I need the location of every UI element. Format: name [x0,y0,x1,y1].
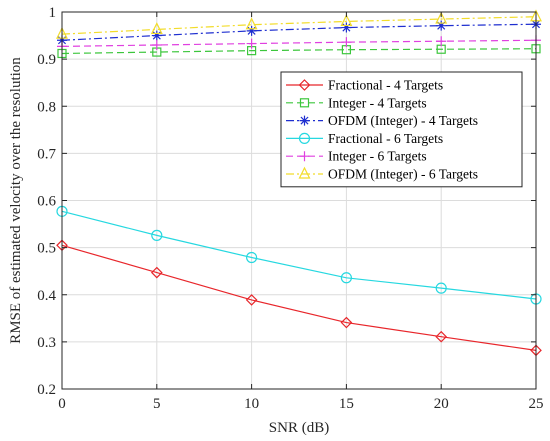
legend-marker [299,115,310,126]
legend-entry: Integer - 6 Targets [286,149,427,164]
y-tick-label: 1 [49,5,57,21]
legend-entry: Fractional - 4 Targets [286,78,443,93]
data-point [435,11,448,24]
data-point [435,330,448,343]
data-point [340,316,353,329]
data-point [340,272,352,284]
data-point [246,251,258,264]
x-tick-label: 10 [244,396,259,412]
x-tick-label: 5 [153,396,161,412]
series-line [61,39,537,48]
legend-marker [298,79,311,91]
legend-box [280,71,523,188]
legend-entry: OFDM (Integer) - 6 Targets [286,167,478,182]
legend-label: Integer - 4 Targets [328,95,427,110]
data-point [340,14,353,27]
y-tick-label: 0.5 [37,241,56,257]
y-tick-label: 0.3 [37,335,56,351]
axis-ticks: 0 5 10 15 20 25 0.2 0.3 0.4 0.5 0.6 0.7 0.8 0.9 1 [37,5,543,412]
data-point [151,39,162,50]
legend-entry: Integer - 4 Targets [286,95,427,110]
x-tick-label: 15 [339,396,354,412]
y-tick-label: 0.7 [37,146,56,162]
data-point [436,20,447,31]
data-point [151,229,163,241]
legend-label: OFDM (Integer) - 6 Targets [328,167,478,182]
legend-label: Fractional - 4 Targets [328,78,443,93]
legend-marker [299,98,310,108]
y-tick-label: 0.2 [37,382,56,398]
data-point [150,266,163,279]
series-line [61,16,537,35]
y-axis-label: RMSE of estimated velocity over the reso… [8,57,24,344]
legend-marker [298,132,311,144]
data-point [151,30,162,41]
series-layer [56,9,542,357]
data-point [246,25,257,36]
data-point [341,22,352,33]
data-point [435,282,447,294]
legend-entry: OFDM (Integer) - 4 Targets [286,113,478,128]
series-line [61,48,537,55]
series-line [61,210,537,300]
data-point [341,37,352,48]
legend-label: Fractional - 6 Targets [328,131,443,146]
legend-entry: Fractional - 6 Targets [286,131,443,146]
series-1 [56,239,542,357]
x-tick-label: 25 [529,396,544,412]
legend: Fractional - 4 Targets Integer - 4 Target… [280,71,523,188]
legend-label: OFDM (Integer) - 4 Targets [328,113,478,128]
data-point [245,17,258,30]
data-point [246,38,257,49]
series-line [61,244,537,351]
x-tick-label: 0 [58,396,66,412]
x-tick-label: 20 [434,396,449,412]
legend-label: Integer - 6 Targets [328,149,427,164]
y-tick-label: 0.4 [37,288,56,304]
data-point [150,22,163,35]
legend-marker [298,166,311,179]
data-point [245,294,258,306]
series-line [61,23,537,41]
y-tick-label: 0.8 [37,99,56,115]
y-tick-label: 0.6 [37,194,56,210]
x-axis-label: SNR (dB) [269,420,329,436]
legend-marker [299,151,310,162]
y-tick-label: 0.9 [37,52,56,68]
data-point [436,36,447,47]
